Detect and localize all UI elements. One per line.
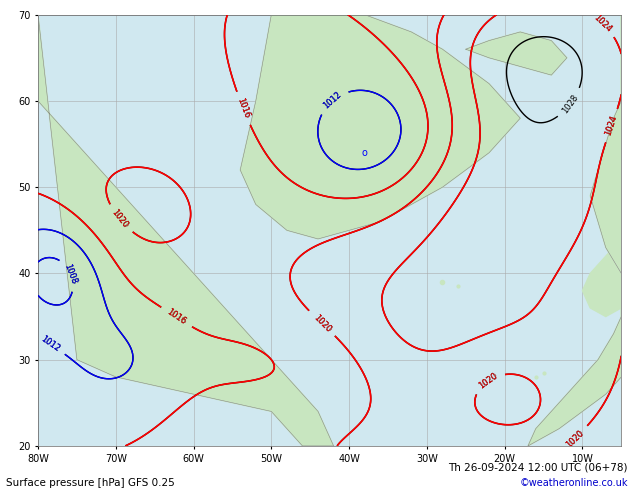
Text: 1020: 1020	[564, 428, 585, 449]
Text: 1020: 1020	[110, 208, 130, 230]
Text: 1020: 1020	[477, 371, 500, 391]
Text: 1024: 1024	[592, 13, 613, 34]
Polygon shape	[528, 308, 621, 446]
Text: 1020: 1020	[311, 313, 333, 334]
Text: 1028: 1028	[560, 92, 581, 115]
Text: 1024: 1024	[592, 13, 613, 34]
Text: 1012: 1012	[39, 335, 61, 354]
Text: 1012: 1012	[321, 90, 344, 111]
Text: 1016: 1016	[165, 308, 188, 327]
Text: 1020: 1020	[564, 428, 585, 449]
Text: 1016: 1016	[235, 97, 251, 120]
Text: 1012: 1012	[321, 90, 344, 111]
Text: 1008: 1008	[63, 263, 79, 286]
Text: Surface pressure [hPa] GFS 0.25: Surface pressure [hPa] GFS 0.25	[6, 478, 175, 488]
Text: 1016: 1016	[235, 97, 251, 120]
Polygon shape	[583, 239, 621, 317]
Text: 1020: 1020	[311, 313, 333, 334]
Text: 1020: 1020	[110, 208, 130, 230]
Text: 1016: 1016	[165, 308, 188, 327]
Text: 1024: 1024	[604, 114, 619, 137]
Text: 1020: 1020	[477, 371, 500, 391]
Text: ©weatheronline.co.uk: ©weatheronline.co.uk	[519, 478, 628, 488]
Text: 1012: 1012	[39, 335, 61, 354]
Polygon shape	[240, 15, 521, 239]
Text: Th 26-09-2024 12:00 UTC (06+78): Th 26-09-2024 12:00 UTC (06+78)	[448, 463, 628, 473]
Polygon shape	[466, 32, 567, 75]
Text: 1024: 1024	[604, 114, 619, 137]
Polygon shape	[38, 15, 333, 446]
Text: o: o	[362, 147, 368, 158]
Text: 1008: 1008	[63, 263, 79, 286]
Polygon shape	[590, 15, 621, 273]
